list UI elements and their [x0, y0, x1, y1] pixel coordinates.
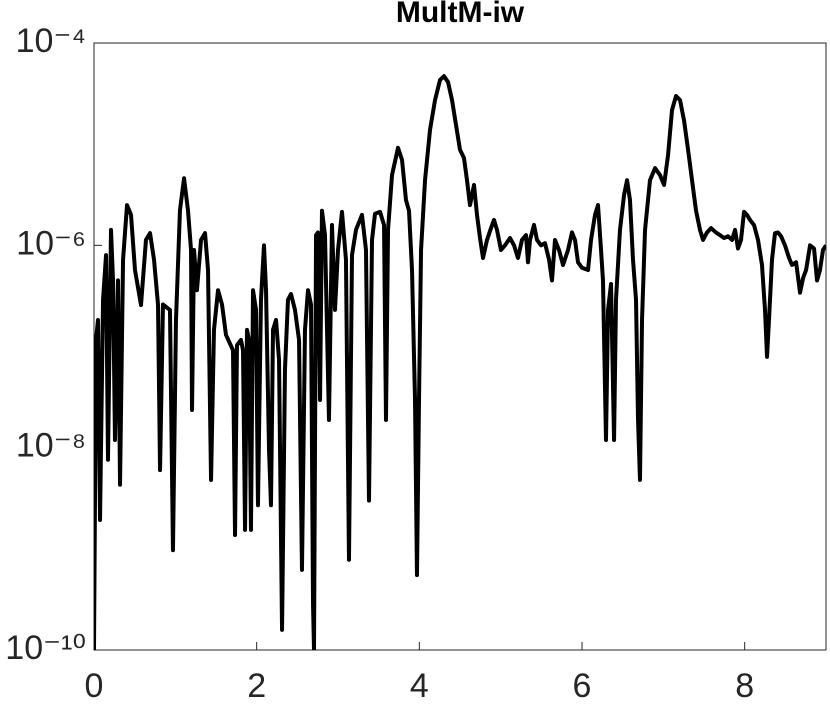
axes-box: [93, 42, 827, 651]
y-tick-label: 10⁻⁸: [16, 427, 86, 465]
x-tick-label: 4: [410, 667, 429, 705]
y-tick-label: 10⁻⁶: [16, 224, 86, 262]
data-line: [94, 74, 826, 650]
x-tick-label: 6: [573, 667, 592, 705]
x-tick-label: 2: [247, 667, 266, 705]
x-tick-label: 8: [735, 667, 754, 705]
x-tick-label: 0: [85, 667, 104, 705]
chart-title: MultM-iw: [396, 0, 525, 29]
y-tick-label: 10⁻¹⁰: [5, 629, 86, 667]
y-tick-label: 10⁻⁴: [16, 22, 86, 60]
